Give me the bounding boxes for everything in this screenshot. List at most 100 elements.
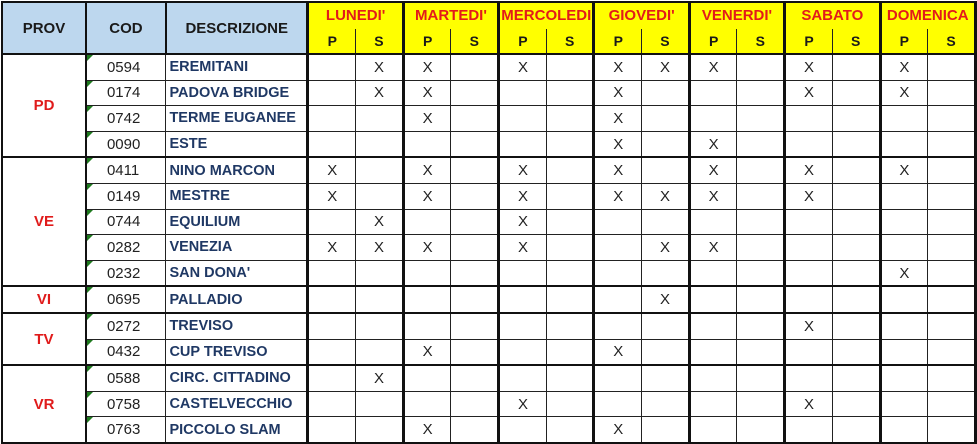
- schedule-cell[interactable]: X: [783, 156, 833, 184]
- schedule-cell[interactable]: [545, 234, 595, 261]
- descrizione-cell[interactable]: ESTE: [165, 130, 309, 158]
- schedule-cell[interactable]: X: [592, 416, 643, 444]
- schedule-cell[interactable]: X: [783, 79, 833, 107]
- descrizione-cell[interactable]: EQUILIUM: [165, 208, 309, 236]
- schedule-cell[interactable]: [927, 364, 977, 392]
- schedule-cell[interactable]: [878, 285, 929, 314]
- schedule-cell[interactable]: [450, 79, 500, 107]
- schedule-cell[interactable]: [783, 105, 833, 132]
- schedule-cell[interactable]: [687, 364, 738, 392]
- schedule-cell[interactable]: [306, 259, 357, 287]
- schedule-cell[interactable]: X: [592, 156, 643, 184]
- schedule-cell[interactable]: [355, 285, 404, 314]
- cod-cell[interactable]: 0232: [85, 259, 167, 287]
- schedule-cell[interactable]: [831, 52, 881, 81]
- schedule-cell[interactable]: [497, 364, 547, 392]
- schedule-cell[interactable]: [687, 338, 738, 366]
- schedule-cell[interactable]: X: [687, 156, 738, 184]
- schedule-cell[interactable]: [355, 156, 404, 184]
- schedule-cell[interactable]: [831, 156, 881, 184]
- schedule-cell[interactable]: X: [497, 52, 547, 81]
- cod-cell[interactable]: 0272: [85, 311, 167, 340]
- schedule-cell[interactable]: X: [687, 52, 738, 81]
- schedule-cell[interactable]: [545, 79, 595, 107]
- schedule-cell[interactable]: X: [497, 182, 547, 210]
- schedule-cell[interactable]: [545, 311, 595, 340]
- schedule-cell[interactable]: [545, 416, 595, 444]
- cod-cell[interactable]: 0758: [85, 390, 167, 418]
- cod-cell[interactable]: 0763: [85, 416, 167, 444]
- schedule-cell[interactable]: [831, 390, 881, 418]
- schedule-cell[interactable]: [831, 338, 881, 366]
- schedule-cell[interactable]: [927, 156, 977, 184]
- schedule-cell[interactable]: [878, 234, 929, 261]
- schedule-cell[interactable]: [545, 338, 595, 366]
- schedule-cell[interactable]: [687, 416, 738, 444]
- schedule-cell[interactable]: [687, 285, 738, 314]
- schedule-cell[interactable]: [355, 338, 404, 366]
- schedule-cell[interactable]: [927, 208, 977, 236]
- schedule-cell[interactable]: X: [401, 182, 452, 210]
- schedule-cell[interactable]: [878, 311, 929, 340]
- schedule-cell[interactable]: [450, 364, 500, 392]
- schedule-cell[interactable]: [306, 208, 357, 236]
- schedule-cell[interactable]: [831, 311, 881, 340]
- schedule-cell[interactable]: [355, 390, 404, 418]
- schedule-cell[interactable]: X: [592, 105, 643, 132]
- schedule-cell[interactable]: X: [592, 79, 643, 107]
- schedule-cell[interactable]: [927, 79, 977, 107]
- schedule-cell[interactable]: [687, 105, 738, 132]
- schedule-cell[interactable]: [831, 234, 881, 261]
- schedule-cell[interactable]: X: [306, 234, 357, 261]
- schedule-cell[interactable]: [927, 105, 977, 132]
- schedule-cell[interactable]: X: [355, 364, 404, 392]
- schedule-cell[interactable]: X: [497, 390, 547, 418]
- cod-cell[interactable]: 0411: [85, 156, 167, 184]
- schedule-cell[interactable]: [641, 416, 690, 444]
- schedule-cell[interactable]: [878, 338, 929, 366]
- schedule-cell[interactable]: [783, 234, 833, 261]
- schedule-cell[interactable]: X: [497, 156, 547, 184]
- schedule-cell[interactable]: X: [401, 416, 452, 444]
- schedule-cell[interactable]: [450, 259, 500, 287]
- schedule-cell[interactable]: [783, 259, 833, 287]
- descrizione-cell[interactable]: MESTRE: [165, 182, 309, 210]
- schedule-cell[interactable]: [592, 234, 643, 261]
- schedule-cell[interactable]: [831, 130, 881, 158]
- schedule-cell[interactable]: [401, 390, 452, 418]
- schedule-cell[interactable]: [687, 311, 738, 340]
- schedule-cell[interactable]: [306, 105, 357, 132]
- schedule-cell[interactable]: [306, 390, 357, 418]
- schedule-cell[interactable]: X: [497, 208, 547, 236]
- descrizione-cell[interactable]: PADOVA BRIDGE: [165, 79, 309, 107]
- schedule-cell[interactable]: [687, 259, 738, 287]
- cod-cell[interactable]: 0594: [85, 52, 167, 81]
- schedule-cell[interactable]: [450, 234, 500, 261]
- descrizione-cell[interactable]: NINO MARCON: [165, 156, 309, 184]
- schedule-cell[interactable]: [641, 338, 690, 366]
- schedule-cell[interactable]: [736, 390, 786, 418]
- schedule-cell[interactable]: [545, 182, 595, 210]
- schedule-cell[interactable]: [545, 285, 595, 314]
- schedule-cell[interactable]: [736, 259, 786, 287]
- schedule-cell[interactable]: [878, 182, 929, 210]
- schedule-cell[interactable]: [641, 105, 690, 132]
- schedule-cell[interactable]: X: [592, 130, 643, 158]
- schedule-cell[interactable]: [592, 208, 643, 236]
- schedule-cell[interactable]: X: [592, 52, 643, 81]
- schedule-cell[interactable]: X: [401, 105, 452, 132]
- schedule-cell[interactable]: [592, 364, 643, 392]
- cod-cell[interactable]: 0149: [85, 182, 167, 210]
- schedule-cell[interactable]: [401, 311, 452, 340]
- schedule-cell[interactable]: X: [878, 52, 929, 81]
- schedule-cell[interactable]: [355, 259, 404, 287]
- schedule-cell[interactable]: [736, 156, 786, 184]
- schedule-cell[interactable]: [641, 156, 690, 184]
- schedule-cell[interactable]: [497, 259, 547, 287]
- schedule-cell[interactable]: [497, 79, 547, 107]
- schedule-cell[interactable]: [450, 311, 500, 340]
- schedule-cell[interactable]: [783, 364, 833, 392]
- schedule-cell[interactable]: [450, 105, 500, 132]
- schedule-cell[interactable]: X: [878, 156, 929, 184]
- descrizione-cell[interactable]: TREVISO: [165, 311, 309, 340]
